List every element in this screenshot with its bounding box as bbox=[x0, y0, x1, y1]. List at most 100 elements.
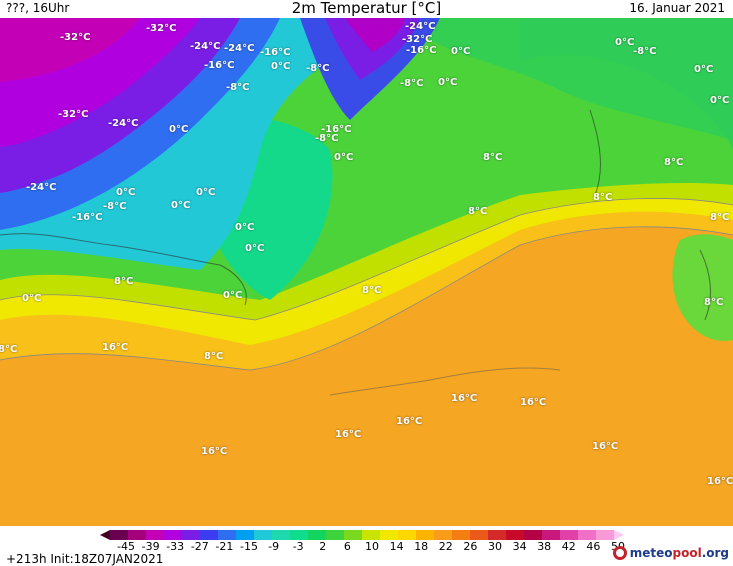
temperature-label: 0°C bbox=[116, 187, 136, 198]
temperature-label: 8°C bbox=[204, 351, 224, 362]
temperature-label: 0°C bbox=[271, 61, 291, 72]
scale-segment bbox=[308, 530, 326, 540]
temperature-label: -32°C bbox=[146, 23, 177, 34]
scale-tick-label: 2 bbox=[319, 540, 327, 553]
temperature-label: 0°C bbox=[235, 222, 255, 233]
scale-segment bbox=[452, 530, 470, 540]
scale-segment bbox=[488, 530, 506, 540]
scale-segment bbox=[182, 530, 200, 540]
temperature-label: 0°C bbox=[169, 124, 189, 135]
scale-segment bbox=[398, 530, 416, 540]
scale-tick-label: -15 bbox=[240, 540, 258, 553]
scale-tick-label: 46 bbox=[586, 540, 601, 553]
scale-segment bbox=[218, 530, 236, 540]
temperature-map: -32°C -32°C -24°C -24°C -16°C -16°C 0°C -8°C -8°… bbox=[0, 18, 733, 526]
scale-tick-label: 34 bbox=[512, 540, 527, 553]
scale-segment bbox=[560, 530, 578, 540]
scale-segment bbox=[290, 530, 308, 540]
color-scale-ticks: -45 -39 -33 -27 -21 -15 -9 -3 2 6 10 14 18 22 26 30 34 38… bbox=[0, 540, 733, 554]
scale-segment bbox=[578, 530, 596, 540]
temperature-label: 8°C bbox=[114, 276, 134, 287]
temperature-label: 8°C bbox=[664, 157, 684, 168]
scale-segment bbox=[236, 530, 254, 540]
temperature-label: 8°C bbox=[483, 152, 503, 163]
temperature-label: 8°C bbox=[468, 206, 488, 217]
temperature-label: -24°C bbox=[108, 118, 139, 129]
temperature-label: 0°C bbox=[22, 293, 42, 304]
temperature-label: 8°C bbox=[710, 212, 730, 223]
scale-tick-label: 26 bbox=[463, 540, 478, 553]
scale-segment bbox=[146, 530, 164, 540]
temperature-label: -8°C bbox=[226, 82, 250, 93]
temperature-label: 16°C bbox=[201, 446, 228, 457]
header: ???, 16Uhr 2m Temperatur [°C] 16. Januar… bbox=[0, 0, 733, 18]
scale-segment bbox=[380, 530, 398, 540]
temperature-label: 16°C bbox=[102, 342, 129, 353]
temperature-label: -16°C bbox=[321, 124, 352, 135]
temperature-label: 0°C bbox=[245, 243, 265, 254]
scale-segment bbox=[506, 530, 524, 540]
scale-cap-right bbox=[614, 530, 624, 540]
scale-segment bbox=[128, 530, 146, 540]
scale-segment bbox=[416, 530, 434, 540]
temperature-label: -24°C bbox=[26, 182, 57, 193]
color-scale-bar bbox=[100, 530, 624, 540]
temperature-label: 8°C bbox=[704, 297, 724, 308]
scale-tick-label: -9 bbox=[268, 540, 280, 553]
temperature-label: -8°C bbox=[306, 63, 330, 74]
temperature-label: 8°C bbox=[362, 285, 382, 296]
run-label: ???, 16Uhr bbox=[6, 1, 70, 15]
scale-tick-label: -3 bbox=[292, 540, 304, 553]
scale-tick-label: 14 bbox=[389, 540, 404, 553]
meteopool-logo-icon bbox=[612, 546, 627, 560]
temperature-label: 0°C bbox=[223, 290, 243, 301]
scale-tick-label: -21 bbox=[215, 540, 234, 553]
temperature-label: 16°C bbox=[520, 397, 547, 408]
temperature-label: -8°C bbox=[400, 78, 424, 89]
scale-tick-label: 30 bbox=[488, 540, 502, 553]
scale-tick-label: 22 bbox=[438, 540, 453, 553]
temperature-label: 16°C bbox=[335, 429, 362, 440]
scale-segment bbox=[326, 530, 344, 540]
logo-main: meteo bbox=[629, 546, 673, 560]
scale-segment bbox=[524, 530, 542, 540]
logo-suffix: .org bbox=[701, 546, 729, 560]
temperature-label: -24°C bbox=[224, 43, 255, 54]
scale-cap-left bbox=[100, 530, 110, 540]
temperature-label: -24°C bbox=[190, 41, 221, 52]
temperature-label: 16°C bbox=[451, 393, 478, 404]
temperature-label: 0°C bbox=[694, 64, 714, 75]
temperature-label: -32°C bbox=[402, 34, 433, 45]
scale-tick-label: 38 bbox=[537, 540, 552, 553]
scale-segment bbox=[272, 530, 290, 540]
temperature-label: 16°C bbox=[707, 476, 733, 487]
temperature-label: -24°C bbox=[405, 21, 436, 32]
scale-segment bbox=[200, 530, 218, 540]
meteopool-logo-text: meteopool.org bbox=[630, 546, 729, 560]
meteopool-logo: meteopool.org bbox=[612, 546, 729, 560]
temperature-label: -16°C bbox=[406, 45, 437, 56]
temperature-label: -16°C bbox=[72, 212, 103, 223]
scale-tick-label: -39 bbox=[141, 540, 160, 553]
scale-tick-label: 42 bbox=[561, 540, 576, 553]
temperature-label: 0°C bbox=[171, 200, 191, 211]
temperature-label: 16°C bbox=[396, 416, 423, 427]
logo-accent: pool bbox=[672, 546, 702, 560]
temperature-label: 0°C bbox=[334, 152, 354, 163]
scale-segment bbox=[362, 530, 380, 540]
temperature-label: -8°C bbox=[103, 201, 127, 212]
scale-segment bbox=[254, 530, 272, 540]
temperature-label: 16°C bbox=[592, 441, 619, 452]
temperature-label: -8°C bbox=[315, 133, 339, 144]
temperature-label: -16°C bbox=[204, 60, 235, 71]
scale-segment bbox=[344, 530, 362, 540]
scale-segment bbox=[434, 530, 452, 540]
scale-segment bbox=[110, 530, 128, 540]
temperature-field bbox=[0, 18, 733, 526]
temperature-label: 0°C bbox=[615, 37, 635, 48]
temperature-label: -32°C bbox=[58, 109, 89, 120]
forecast-run-info: +213h Init:18Z07JAN2021 bbox=[6, 552, 164, 566]
scale-tick-label: -45 bbox=[117, 540, 135, 553]
scale-tick-label: 6 bbox=[343, 540, 351, 553]
temperature-label: 8°C bbox=[593, 192, 613, 203]
